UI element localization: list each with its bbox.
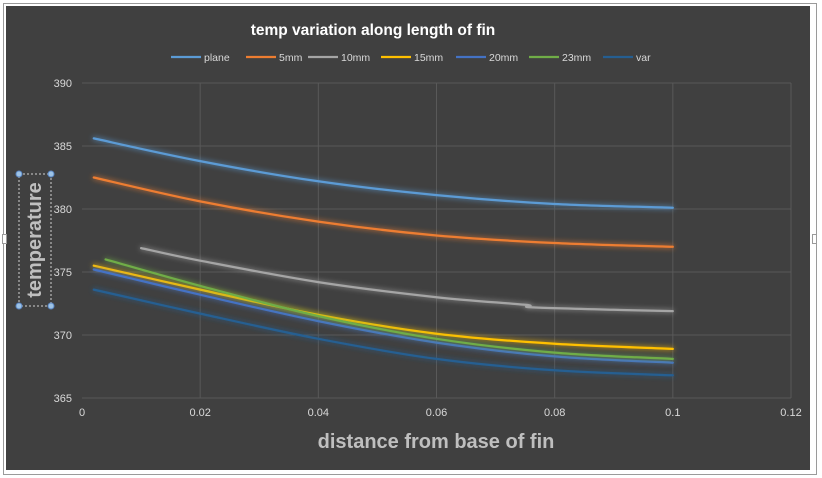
legend-label-20mm: 20mm (489, 52, 518, 64)
y-tick-label: 380 (54, 204, 72, 216)
legend-label-plane: plane (204, 52, 230, 64)
chart-area[interactable]: temp variation along length of fin plane… (6, 6, 810, 470)
x-tick-label: 0.12 (780, 407, 801, 419)
frame-handle-left[interactable] (2, 234, 7, 244)
selection-box (18, 173, 52, 307)
x-tick-label: 0.06 (426, 407, 447, 419)
x-tick-label: 0.08 (544, 407, 565, 419)
series-line-plane[interactable] (92, 137, 674, 209)
x-axis-ticks: 0 0.02 0.04 0.06 0.08 0.1 0.12 (79, 407, 802, 419)
gridlines (82, 82, 792, 399)
y-axis-ticks: 365 370 375 380 385 390 (54, 78, 72, 405)
legend-label-23mm: 23mm (562, 52, 591, 64)
series-line-5mm[interactable] (92, 176, 674, 248)
x-tick-label: 0 (79, 407, 85, 419)
y-tick-label: 375 (54, 267, 72, 279)
legend-label-var: var (636, 52, 651, 64)
x-axis-label[interactable]: distance from base of fin (318, 431, 555, 453)
x-tick-label: 0.1 (665, 407, 680, 419)
series-lines[interactable] (92, 137, 674, 377)
resize-handle-top-left[interactable] (15, 170, 23, 178)
x-tick-label: 0.02 (189, 407, 210, 419)
series-line-10mm[interactable] (139, 246, 674, 313)
resize-handle-bottom-left[interactable] (15, 302, 23, 310)
legend-label-10mm: 10mm (341, 52, 370, 64)
resize-handle-bottom-right[interactable] (47, 302, 55, 310)
y-tick-label: 385 (54, 141, 72, 153)
series-line-20mm[interactable] (92, 268, 674, 364)
resize-handle-top-right[interactable] (47, 170, 55, 178)
series-line-var[interactable] (92, 288, 674, 377)
chart-title: temp variation along length of fin (251, 22, 496, 39)
legend-label-5mm: 5mm (279, 52, 303, 64)
y-tick-label: 390 (54, 78, 72, 90)
line-chart[interactable]: temp variation along length of fin plane… (6, 6, 810, 470)
y-tick-label: 370 (54, 330, 72, 342)
series-line-15mm[interactable] (92, 264, 674, 351)
y-tick-label: 365 (54, 393, 72, 405)
legend-label-15mm: 15mm (414, 52, 443, 64)
x-tick-label: 0.04 (308, 407, 329, 419)
series-line-23mm[interactable] (104, 258, 674, 361)
y-axis-title-selection[interactable]: temperature (15, 170, 55, 310)
y-axis-label[interactable]: temperature (24, 182, 46, 298)
legend[interactable]: plane 5mm 10mm 15mm 20mm 23mm var (171, 52, 651, 64)
frame-handle-right[interactable] (812, 234, 817, 244)
